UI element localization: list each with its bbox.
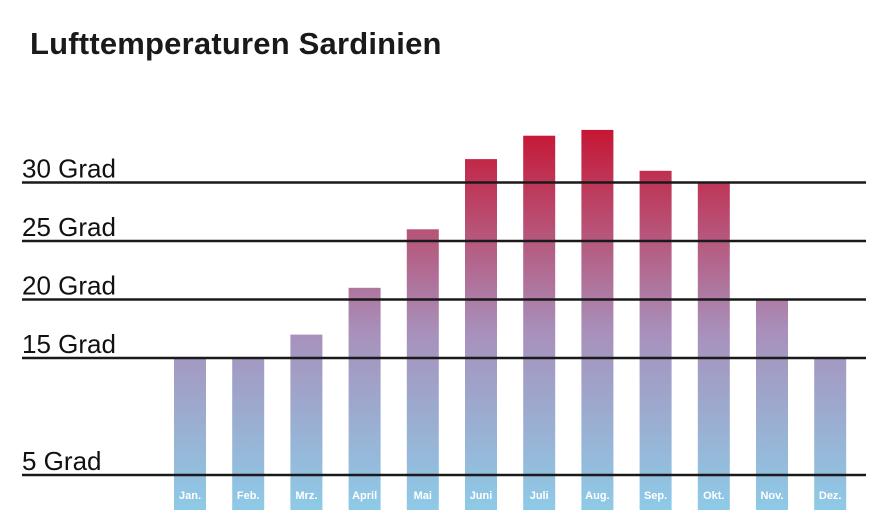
x-tick-label-5: Juni (470, 490, 493, 502)
x-tick-label-3: April (352, 490, 377, 502)
y-tick-labels-layer: 5 Grad 15 Grad 20 Grad 25 Grad 30 Grad (22, 154, 116, 477)
x-tick-labels-layer: Jan. Feb. Mrz. April Mai Juni Juli Aug. Sep. Okt.… (179, 490, 842, 502)
x-tick-label-1: Feb. (237, 490, 260, 502)
bar-10 (756, 299, 788, 510)
x-tick-label-9: Okt. (703, 490, 724, 502)
bar-5 (465, 159, 497, 510)
x-tick-label-0: Jan. (179, 490, 201, 502)
bar-11 (814, 358, 847, 510)
chart-title: Lufttemperaturen Sardinien (30, 26, 442, 61)
bar-1 (232, 358, 265, 510)
y-tick-label-25: 25 Grad (22, 212, 116, 242)
x-tick-label-10: Nov. (760, 490, 783, 502)
y-tick-label-5: 5 Grad (22, 446, 102, 476)
x-tick-label-8: Sep. (644, 490, 667, 502)
bar-0 (174, 358, 206, 510)
x-tick-label-7: Aug. (585, 490, 609, 502)
bar-7 (581, 129, 614, 510)
bar-4 (406, 229, 439, 511)
x-tick-label-4: Mai (414, 490, 432, 502)
bar-9 (697, 182, 730, 510)
gridlines-layer (22, 181, 866, 477)
x-tick-label-11: Dez. (819, 490, 842, 502)
bar-8 (639, 170, 672, 511)
y-tick-label-15: 15 Grad (22, 329, 116, 359)
y-tick-label-30: 30 Grad (22, 154, 116, 184)
bar-6 (523, 135, 556, 510)
bar-3 (348, 287, 381, 510)
x-tick-label-2: Mrz. (295, 490, 317, 502)
bars-layer (174, 129, 847, 511)
x-tick-label-6: Juli (530, 490, 549, 502)
bar-2 (290, 334, 323, 510)
y-tick-label-20: 20 Grad (22, 271, 116, 301)
